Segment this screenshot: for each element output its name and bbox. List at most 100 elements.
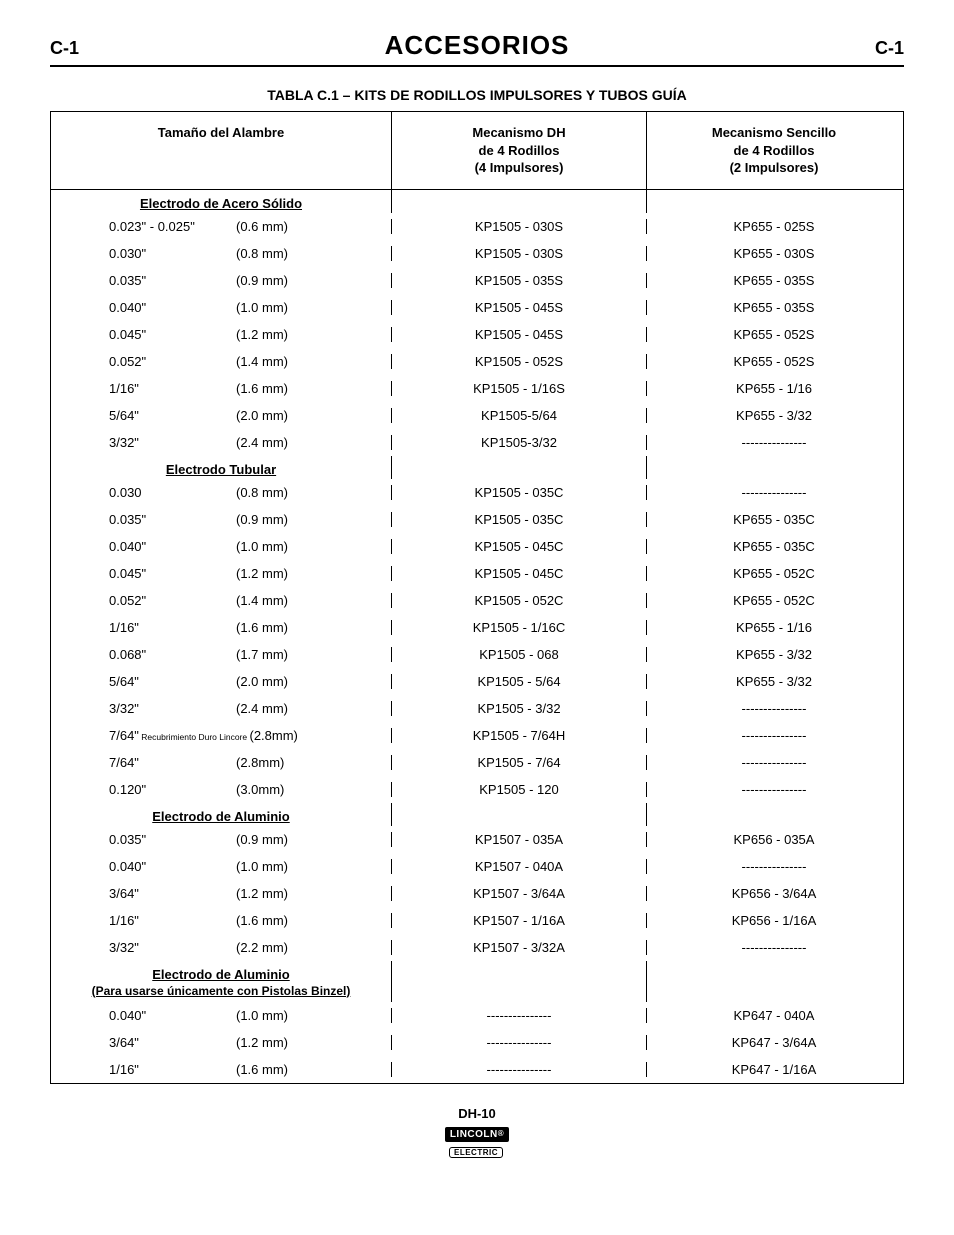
simple-part-number: KP655 - 1/16 bbox=[646, 620, 901, 635]
table-body: Electrodo de Acero Sólido0.023" - 0.025"… bbox=[51, 190, 903, 1083]
table-row: 1/16"(1.6 mm)---------------KP647 - 1/16… bbox=[51, 1056, 903, 1083]
dh-part-number: KP1505 - 035C bbox=[391, 485, 646, 500]
dh-part-number: KP1507 - 3/32A bbox=[391, 940, 646, 955]
wire-size-inch: 3/32" bbox=[51, 435, 216, 450]
brand-logo: LINCOLN® bbox=[445, 1127, 509, 1142]
simple-part-number: KP655 - 030S bbox=[646, 246, 901, 261]
simple-part-number: --------------- bbox=[646, 940, 901, 955]
dh-part-number: KP1505 - 5/64 bbox=[391, 674, 646, 689]
wire-size-inch: 0.030" bbox=[51, 246, 216, 261]
dh-part-number: KP1505 - 068 bbox=[391, 647, 646, 662]
table-row: 1/16"(1.6 mm)KP1505 - 1/16CKP655 - 1/16 bbox=[51, 614, 903, 641]
column-header-wire-size: Tamaño del Alambre bbox=[51, 112, 391, 189]
wire-size-mm: (0.9 mm) bbox=[216, 832, 391, 847]
wire-size-mm: (2.0 mm) bbox=[216, 674, 391, 689]
page-footer: DH-10 LINCOLN® ELECTRIC bbox=[50, 1106, 904, 1160]
wire-size-inch: 0.045" bbox=[51, 566, 216, 581]
wire-size-mm: (2.4 mm) bbox=[216, 435, 391, 450]
section-heading: Electrodo Tubular bbox=[51, 456, 391, 479]
table-row: 0.068"(1.7 mm)KP1505 - 068KP655 - 3/32 bbox=[51, 641, 903, 668]
page-header: C-1 ACCESORIOS C-1 bbox=[50, 30, 904, 67]
wire-size-mm: (2.8mm) bbox=[216, 755, 391, 770]
wire-size-inch: 0.035" bbox=[51, 512, 216, 527]
wire-size-mm: (1.0 mm) bbox=[216, 539, 391, 554]
table-row: 0.040"(1.0 mm)---------------KP647 - 040… bbox=[51, 1002, 903, 1029]
wire-size-mm: (2.2 mm) bbox=[216, 940, 391, 955]
drive-roll-table: Tamaño del Alambre Mecanismo DHde 4 Rodi… bbox=[50, 111, 904, 1084]
table-row: 3/64"(1.2 mm)KP1507 - 3/64AKP656 - 3/64A bbox=[51, 880, 903, 907]
wire-size-inch: 3/64" bbox=[51, 1035, 216, 1050]
simple-part-number: KP656 - 1/16A bbox=[646, 913, 901, 928]
table-row: 3/32"(2.4 mm)KP1505 - 3/32--------------… bbox=[51, 695, 903, 722]
dh-part-number: KP1505 - 052S bbox=[391, 354, 646, 369]
simple-part-number: KP647 - 1/16A bbox=[646, 1062, 901, 1077]
wire-size-inch: 5/64" bbox=[51, 408, 216, 423]
wire-size-inch: 1/16" bbox=[51, 381, 216, 396]
simple-part-number: KP655 - 025S bbox=[646, 219, 901, 234]
simple-part-number: KP647 - 3/64A bbox=[646, 1035, 901, 1050]
table-row: 7/64"(2.8mm)KP1505 - 7/64--------------- bbox=[51, 749, 903, 776]
section-heading-row: Electrodo de Aluminio bbox=[51, 961, 903, 984]
wire-size-mm: (1.4 mm) bbox=[216, 354, 391, 369]
simple-part-number: KP655 - 052S bbox=[646, 354, 901, 369]
simple-part-number: --------------- bbox=[646, 782, 901, 797]
section-heading: Electrodo de Aluminio bbox=[51, 803, 391, 826]
wire-size-inch: 0.052" bbox=[51, 354, 216, 369]
table-row: 0.035"(0.9 mm)KP1507 - 035AKP656 - 035A bbox=[51, 826, 903, 853]
table-header-row: Tamaño del Alambre Mecanismo DHde 4 Rodi… bbox=[51, 112, 903, 190]
wire-size-inch: 0.045" bbox=[51, 327, 216, 342]
dh-part-number: KP1505 - 030S bbox=[391, 246, 646, 261]
dh-part-number: KP1507 - 1/16A bbox=[391, 913, 646, 928]
wire-size-inch: 1/16" bbox=[51, 620, 216, 635]
wire-size-special: 7/64" Recubrimiento Duro Lincore (2.8mm) bbox=[51, 728, 298, 743]
dh-part-number: KP1507 - 3/64A bbox=[391, 886, 646, 901]
wire-size-inch: 3/64" bbox=[51, 886, 216, 901]
simple-part-number: KP655 - 1/16 bbox=[646, 381, 901, 396]
table-row: 0.035"(0.9 mm)KP1505 - 035SKP655 - 035S bbox=[51, 267, 903, 294]
dh-part-number: KP1505 - 045C bbox=[391, 539, 646, 554]
dh-part-number: KP1505 - 030S bbox=[391, 219, 646, 234]
dh-part-number: --------------- bbox=[391, 1008, 646, 1023]
dh-part-number: KP1505 - 035C bbox=[391, 512, 646, 527]
wire-size-mm: (0.8 mm) bbox=[216, 485, 391, 500]
wire-size-inch: 0.040" bbox=[51, 300, 216, 315]
simple-part-number: KP647 - 040A bbox=[646, 1008, 901, 1023]
table-row: 0.120"(3.0mm)KP1505 - 120--------------- bbox=[51, 776, 903, 803]
section-note: (Para usarse únicamente con Pistolas Bin… bbox=[51, 984, 391, 1002]
dh-part-number: KP1505-3/32 bbox=[391, 435, 646, 450]
dh-part-number: KP1507 - 035A bbox=[391, 832, 646, 847]
wire-size-inch: 5/64" bbox=[51, 674, 216, 689]
table-row: 0.052"(1.4 mm)KP1505 - 052CKP655 - 052C bbox=[51, 587, 903, 614]
section-heading: Electrodo de Acero Sólido bbox=[51, 190, 391, 213]
table-row: 3/32"(2.4 mm)KP1505-3/32--------------- bbox=[51, 429, 903, 456]
table-row: 0.045"(1.2 mm)KP1505 - 045CKP655 - 052C bbox=[51, 560, 903, 587]
dh-part-number: KP1505 - 045C bbox=[391, 566, 646, 581]
dh-part-number: KP1505 - 3/32 bbox=[391, 701, 646, 716]
table-row: 0.045"(1.2 mm)KP1505 - 045SKP655 - 052S bbox=[51, 321, 903, 348]
wire-size-mm: (1.0 mm) bbox=[216, 300, 391, 315]
dh-part-number: KP1505 - 1/16S bbox=[391, 381, 646, 396]
wire-size-inch: 0.030 bbox=[51, 485, 216, 500]
simple-part-number: KP655 - 052S bbox=[646, 327, 901, 342]
dh-part-number: KP1507 - 040A bbox=[391, 859, 646, 874]
table-row: 3/32"(2.2 mm)KP1507 - 3/32A-------------… bbox=[51, 934, 903, 961]
wire-size-mm: (1.2 mm) bbox=[216, 886, 391, 901]
dh-part-number: KP1505 - 035S bbox=[391, 273, 646, 288]
simple-part-number: --------------- bbox=[646, 755, 901, 770]
dh-part-number: --------------- bbox=[391, 1035, 646, 1050]
simple-part-number: KP655 - 035S bbox=[646, 300, 901, 315]
wire-size-inch: 0.120" bbox=[51, 782, 216, 797]
simple-part-number: KP655 - 035C bbox=[646, 512, 901, 527]
wire-size-inch: 0.035" bbox=[51, 273, 216, 288]
table-row: 0.040"(1.0 mm)KP1505 - 045CKP655 - 035C bbox=[51, 533, 903, 560]
wire-size-mm: (0.9 mm) bbox=[216, 273, 391, 288]
brand-name-electric: ELECTRIC bbox=[449, 1147, 503, 1158]
table-row: 0.040"(1.0 mm)KP1507 - 040A-------------… bbox=[51, 853, 903, 880]
wire-size-mm: (1.4 mm) bbox=[216, 593, 391, 608]
brand-name-lincoln: LINCOLN® bbox=[445, 1127, 509, 1142]
column-header-dh-mechanism: Mecanismo DHde 4 Rodillos(4 Impulsores) bbox=[391, 112, 646, 189]
table-row: 5/64"(2.0 mm)KP1505 - 5/64KP655 - 3/32 bbox=[51, 668, 903, 695]
wire-size-inch: 0.040" bbox=[51, 859, 216, 874]
wire-size-inch: 1/16" bbox=[51, 913, 216, 928]
wire-size-inch: 3/32" bbox=[51, 940, 216, 955]
